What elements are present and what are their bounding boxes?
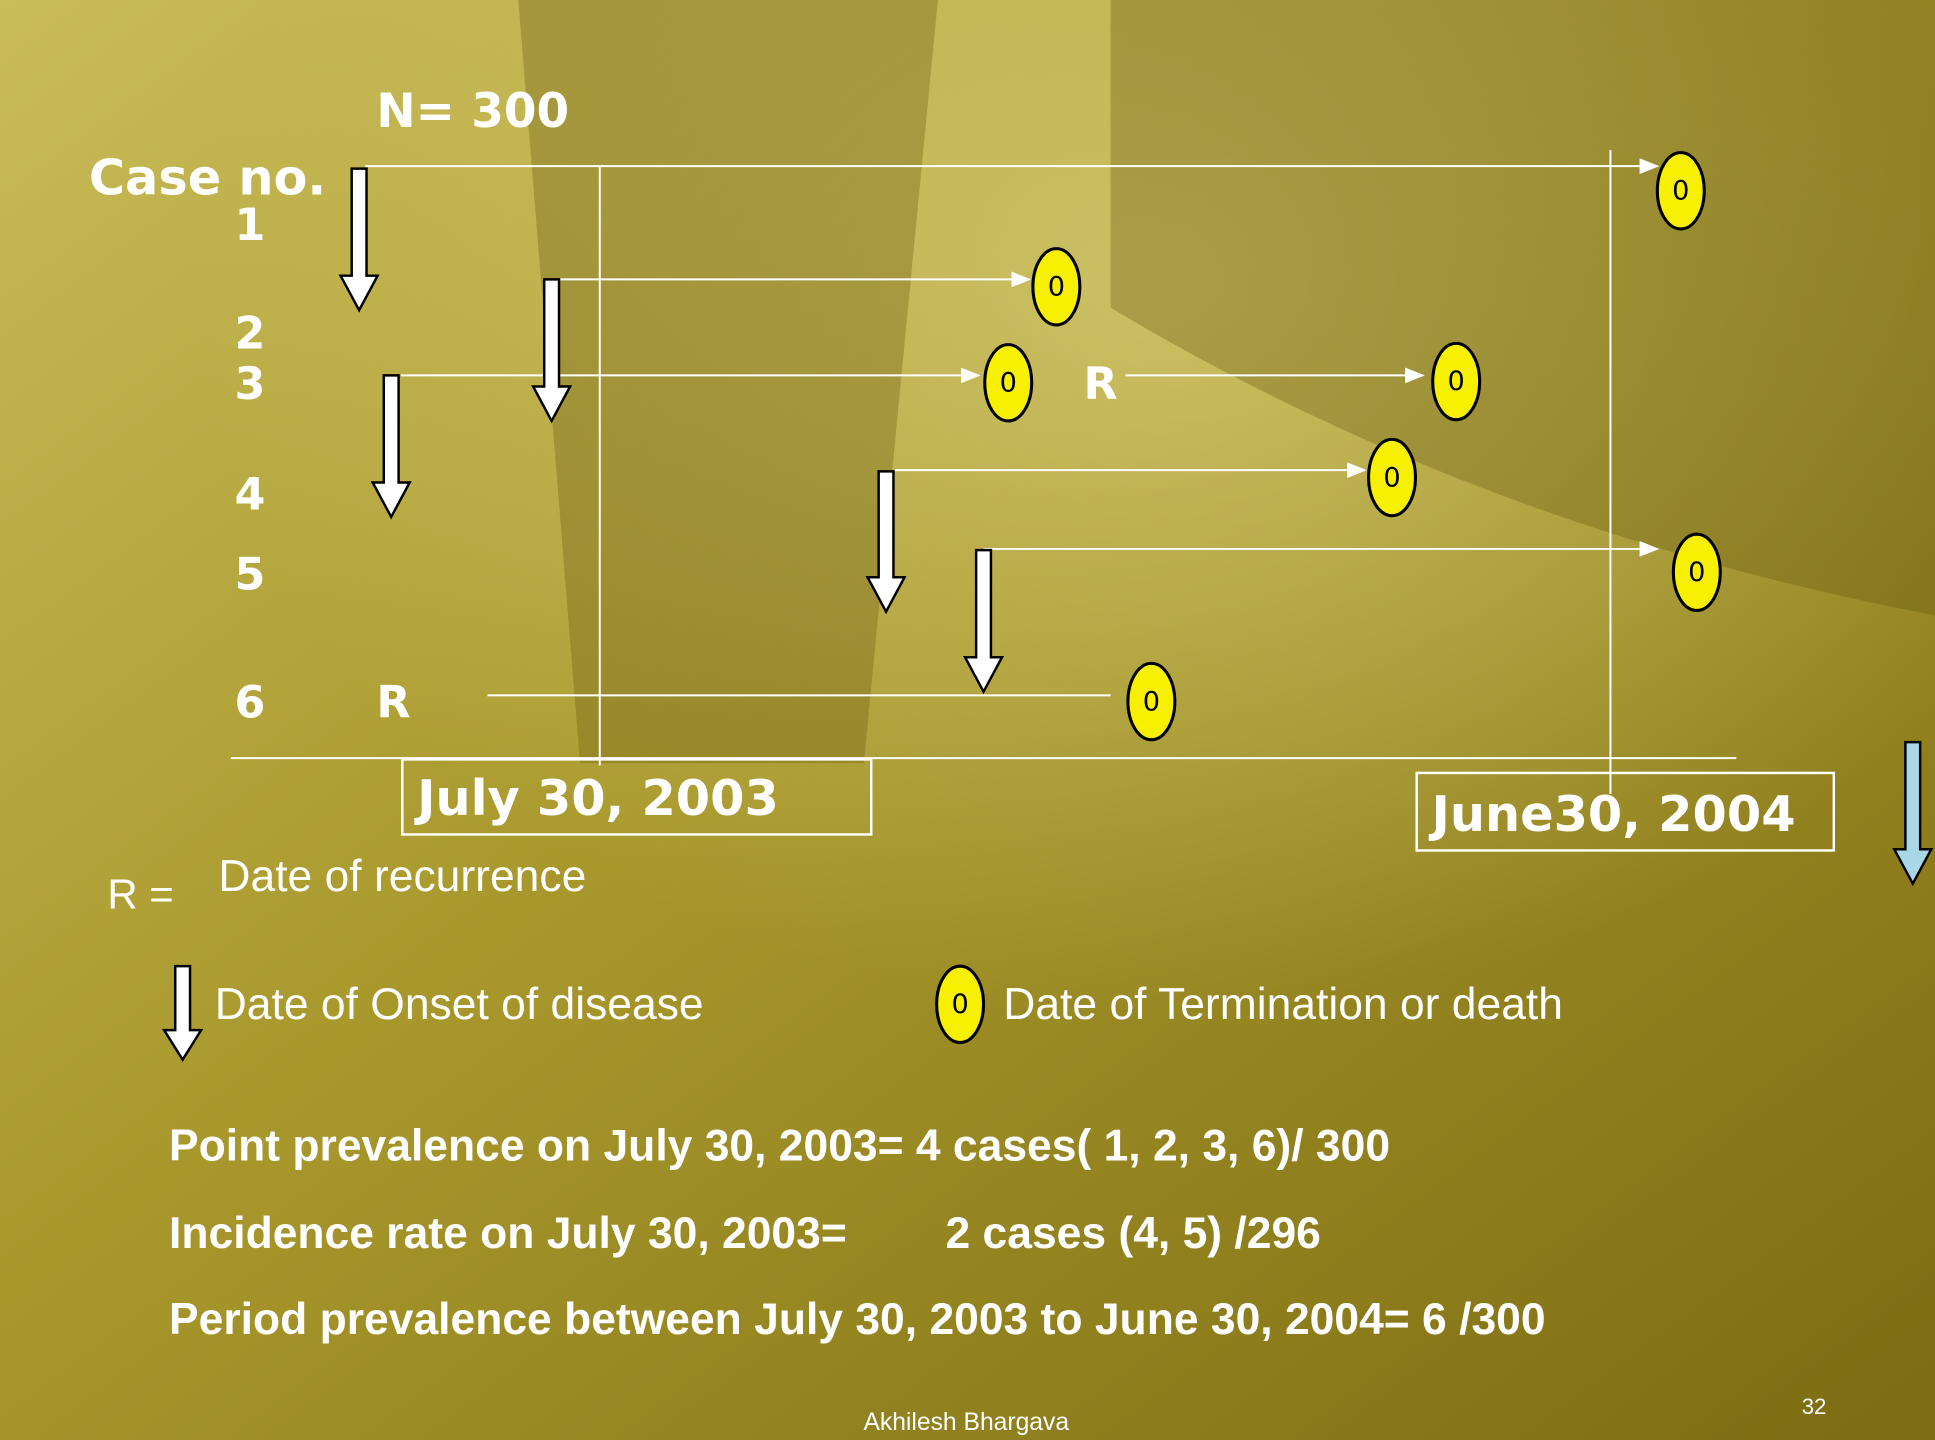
legend-text: Date of Termination or death	[1003, 980, 1563, 1029]
page-number: 32	[1802, 1394, 1827, 1419]
case-label: Case no.	[89, 149, 326, 207]
legend-text: Date of Onset of disease	[215, 980, 704, 1029]
onset-arrow	[338, 167, 380, 313]
date-box	[401, 758, 873, 836]
legend-onset-arrow	[161, 964, 204, 1063]
termination-symbol: 0	[1688, 557, 1705, 588]
termination-mark: 0	[1655, 151, 1706, 231]
termination-symbol: 0	[1383, 462, 1400, 493]
legend-termination-mark: 0	[935, 964, 986, 1044]
onset-arrow	[531, 278, 573, 424]
navigation-arrow	[1892, 740, 1934, 887]
termination-symbol: 0	[1048, 272, 1065, 303]
termination-symbol: 0	[1143, 686, 1160, 717]
termination-symbol: 0	[1672, 176, 1689, 207]
case-number: 6	[234, 678, 265, 729]
termination-symbol: 0	[1448, 366, 1465, 397]
termination-mark: 0	[1031, 247, 1082, 327]
end-date: June30, 2004	[1429, 785, 1796, 843]
onset-arrow	[370, 374, 412, 520]
termination-mark: 0	[1367, 437, 1418, 518]
termination-symbol: 0	[951, 989, 968, 1020]
statement: Period prevalence between July 30, 2003 …	[169, 1295, 1546, 1344]
termination-mark: 0	[1126, 661, 1177, 742]
legend-text: Date of recurrence	[218, 852, 586, 901]
case-number: 4	[234, 470, 265, 521]
author: Akhilesh Bhargava	[863, 1409, 1069, 1436]
onset-arrow	[962, 548, 1005, 695]
date-box	[1415, 771, 1836, 852]
statement: Point prevalence on July 30, 2003= 4 cas…	[169, 1122, 1390, 1171]
case-number: 2	[234, 308, 265, 359]
termination-mark: 0	[983, 343, 1034, 423]
population: N= 300	[376, 85, 569, 139]
termination-mark: 0	[1671, 532, 1722, 613]
background-shape	[1110, 0, 1935, 616]
legend-key: R =	[107, 870, 173, 917]
case-number: 1	[234, 200, 265, 251]
termination-symbol: 0	[1000, 368, 1017, 399]
termination-mark: 0	[1431, 341, 1482, 422]
recurrence-mark: R	[376, 678, 410, 729]
recurrence-mark: R	[1084, 359, 1118, 410]
background-shape	[518, 0, 938, 764]
case-number: 5	[234, 550, 265, 601]
case-number: 3	[234, 359, 265, 410]
onset-arrow	[865, 470, 907, 615]
statement: Incidence rate on July 30, 2003= 2 cases…	[169, 1209, 1321, 1258]
start-date: July 30, 2003	[414, 769, 779, 827]
